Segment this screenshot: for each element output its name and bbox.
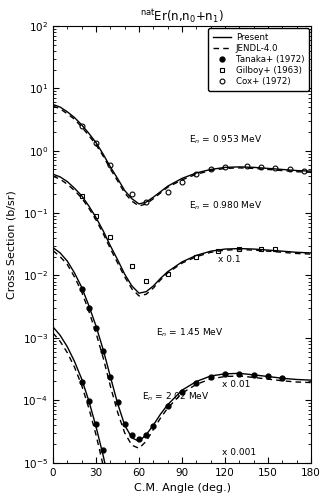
Text: E$_n$ = 2.02 MeV: E$_n$ = 2.02 MeV (142, 390, 210, 402)
Text: E$_n$ = 0.953 MeV: E$_n$ = 0.953 MeV (189, 134, 262, 146)
Text: x 0.1: x 0.1 (218, 255, 240, 264)
Legend: Present, JENDL-4.0, Tanaka+ (1972), Gilboy+ (1963), Cox+ (1972): Present, JENDL-4.0, Tanaka+ (1972), Gilb… (208, 28, 309, 90)
Text: E$_n$ = 1.45 MeV: E$_n$ = 1.45 MeV (156, 326, 224, 339)
X-axis label: C.M. Angle (deg.): C.M. Angle (deg.) (133, 483, 231, 493)
Text: x 0.001: x 0.001 (222, 448, 256, 457)
Text: x 0.01: x 0.01 (222, 380, 251, 389)
Text: E$_n$ = 0.980 MeV: E$_n$ = 0.980 MeV (189, 200, 262, 212)
Y-axis label: Cross Section (b/sr): Cross Section (b/sr) (7, 190, 17, 298)
Title: $^{\mathrm{nat}}$Er(n,n$_0$+n$_1$): $^{\mathrm{nat}}$Er(n,n$_0$+n$_1$) (140, 7, 224, 24)
